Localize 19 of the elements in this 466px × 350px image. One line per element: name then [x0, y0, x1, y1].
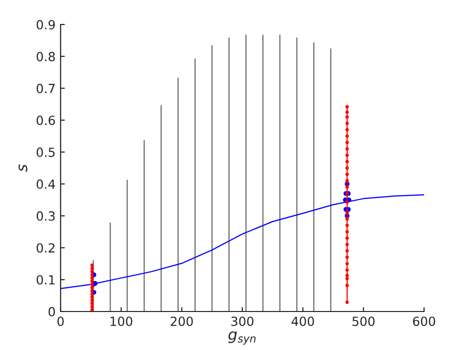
y-tick-label: 0.2 [36, 243, 54, 253]
y-tick-label: 0 [48, 306, 55, 316]
y-tick-label: 0.1 [36, 275, 55, 285]
y-tick-label: 0.5 [36, 148, 55, 157]
y-tick-label: 0.9 [36, 20, 55, 30]
x-tick-label: 0 [57, 316, 64, 326]
y-tick-label: 0.6 [36, 116, 55, 126]
y-tick-label: 0.8 [36, 52, 55, 62]
x-tick-label: 100 [110, 316, 132, 326]
x-tick-label: 600 [413, 316, 436, 326]
y-axis-title: s [18, 164, 28, 172]
y-tick-label: 0.4 [36, 179, 56, 189]
x-axis-title: g$_{syn}$ [228, 331, 256, 345]
x-tick-label: 500 [352, 316, 375, 326]
x-tick-label: 300 [231, 316, 254, 326]
x-tick-label: 400 [292, 316, 314, 326]
y-tick-label: 0.3 [36, 211, 55, 221]
x-tick-label: 200 [170, 316, 193, 326]
y-tick-label: 0.7 [36, 84, 55, 94]
